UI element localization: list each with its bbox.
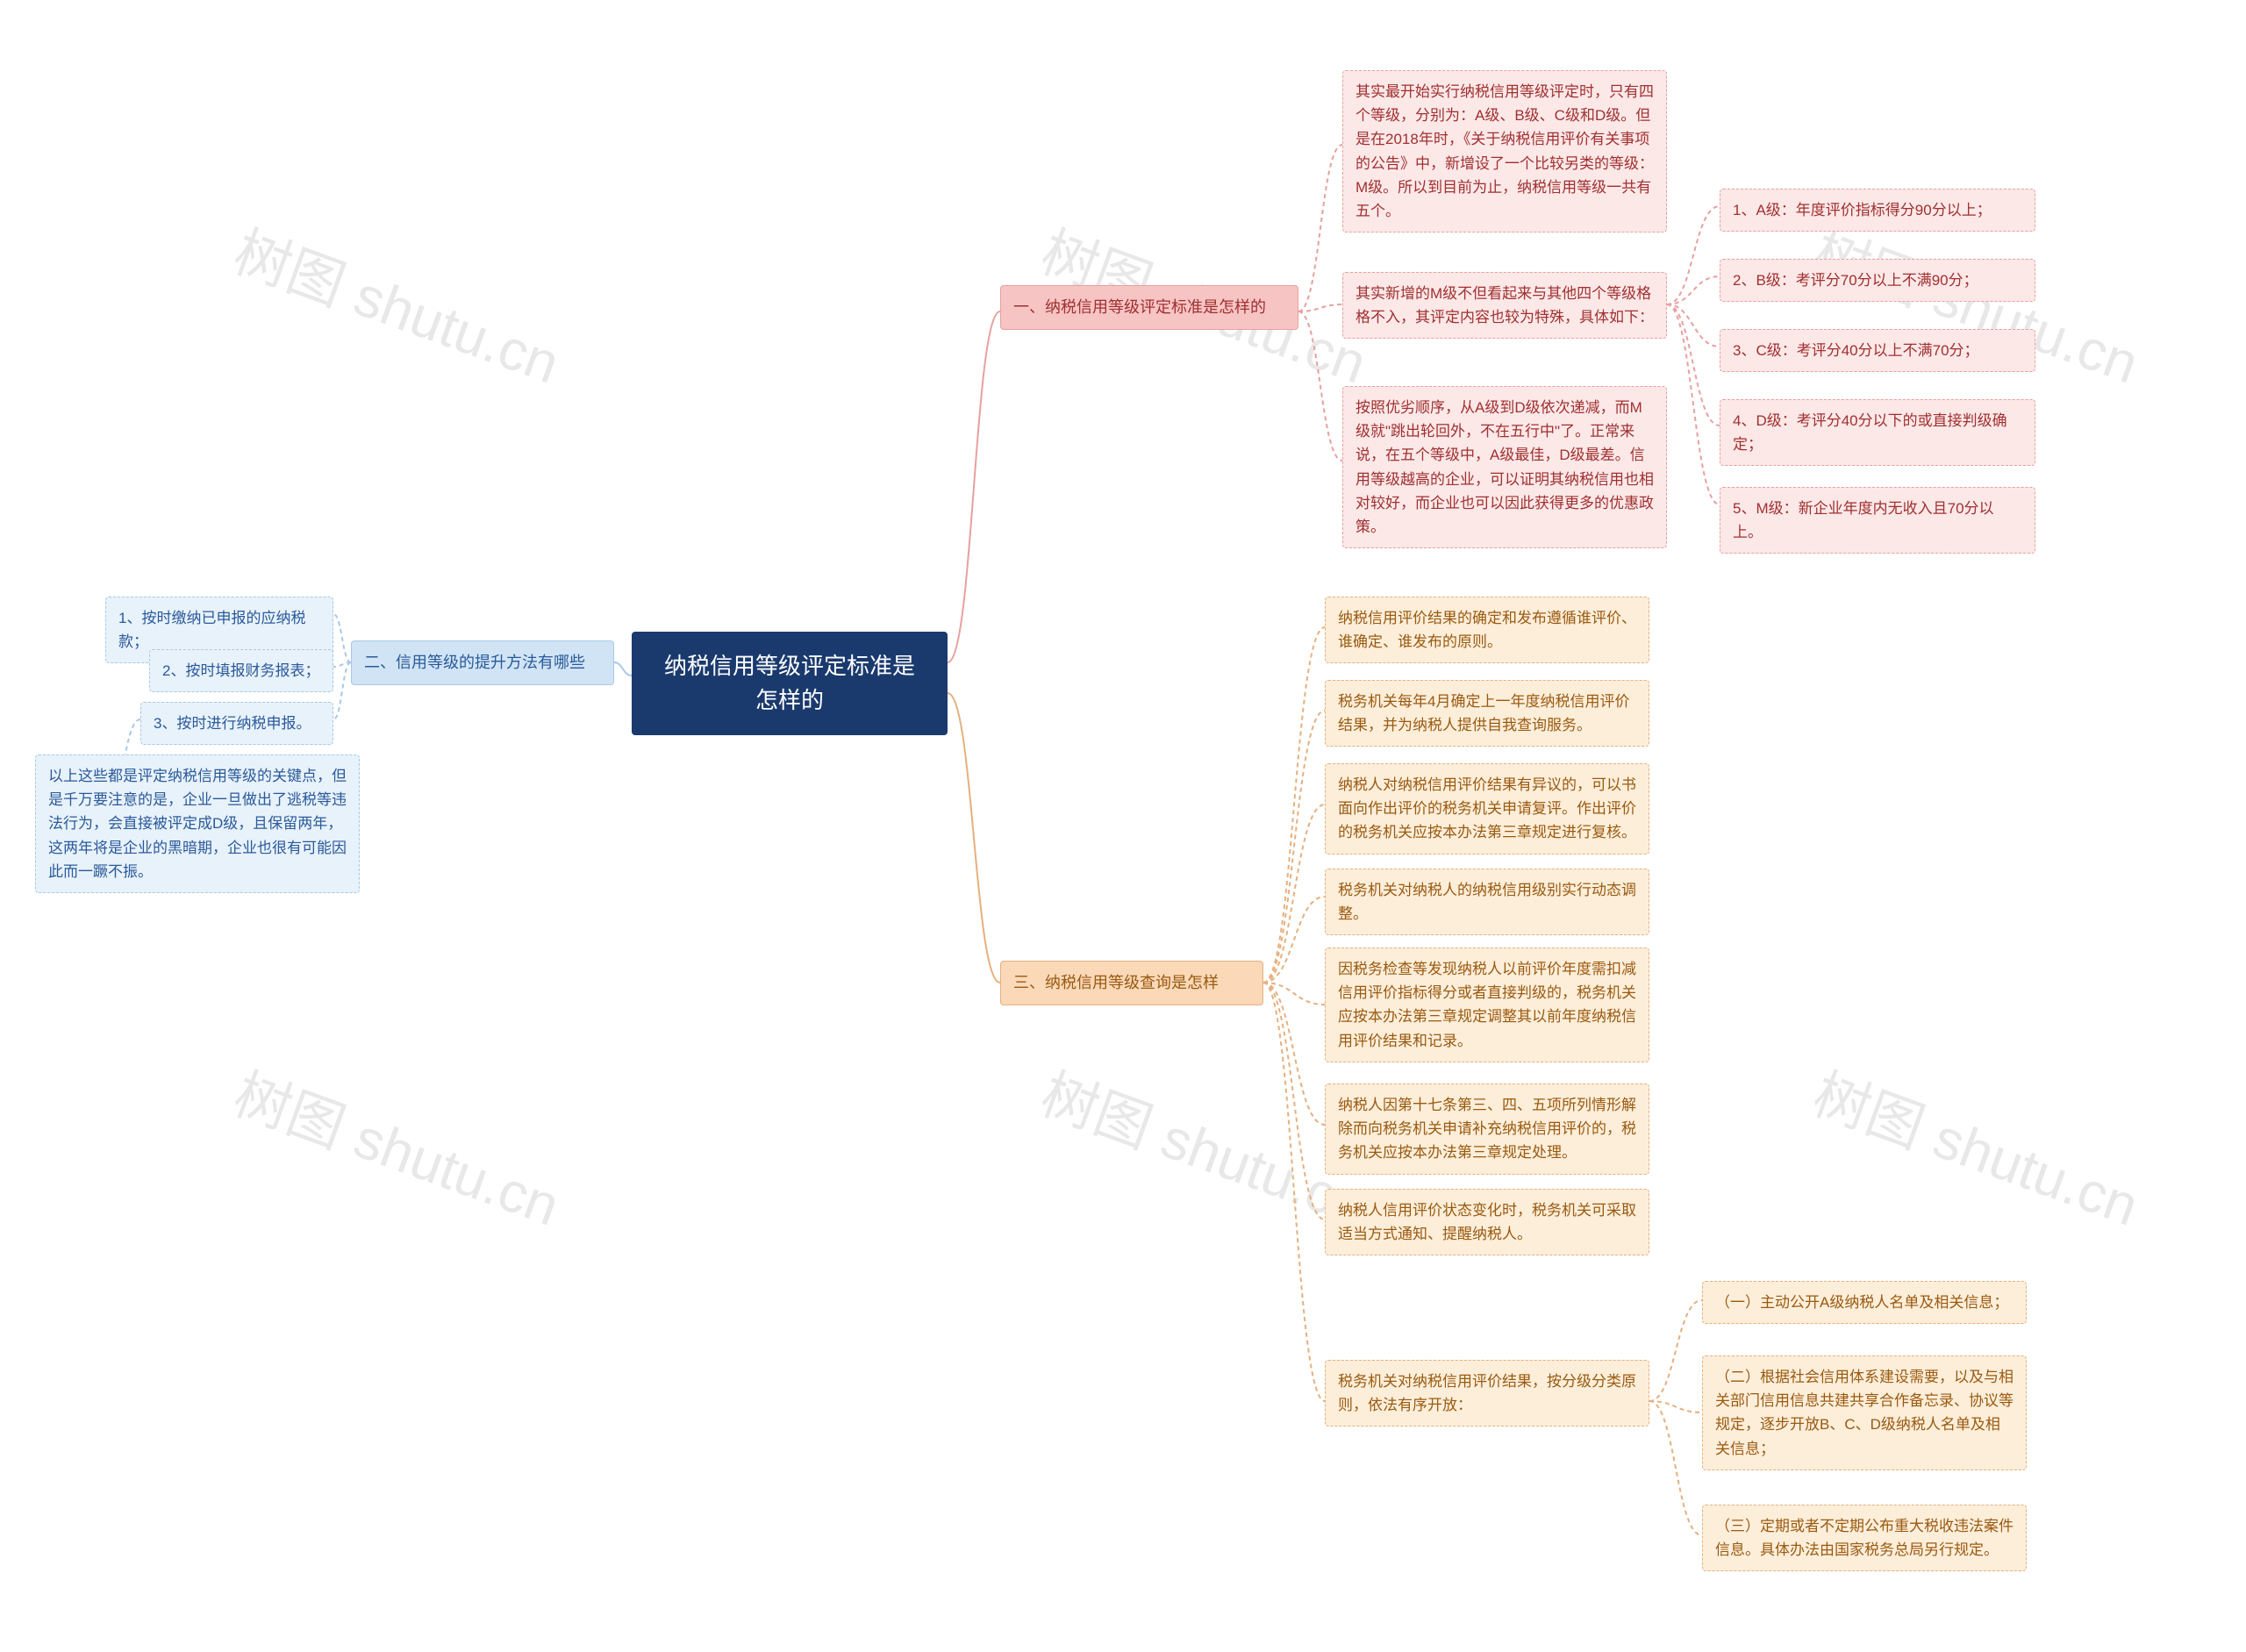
branch3-n3[interactable]: 纳税人对纳税信用评价结果有异议的，可以书面向作出评价的税务机关申请复评。作出评价… bbox=[1325, 763, 1649, 855]
branch3-n1[interactable]: 纳税信用评价结果的确定和发布遵循谁评价、谁确定、谁发布的原则。 bbox=[1325, 597, 1649, 663]
branch3-n2[interactable]: 税务机关每年4月确定上一年度纳税信用评价结果，并为纳税人提供自我查询服务。 bbox=[1325, 680, 1649, 747]
branch3-n6[interactable]: 纳税人因第十七条第三、四、五项所列情形解除而向税务机关申请补充纳税信用评价的，税… bbox=[1325, 1083, 1649, 1175]
root-node[interactable]: 纳税信用等级评定标准是怎样的 bbox=[632, 632, 948, 735]
branch1-n2-d[interactable]: 4、D级：考评分40分以下的或直接判级确定； bbox=[1720, 399, 2035, 466]
branch3-n8-b[interactable]: （二）根据社会信用体系建设需要，以及与相关部门信用信息共建共享合作备忘录、协议等… bbox=[1702, 1355, 2027, 1470]
watermark: 树图 shutu.cn bbox=[225, 1049, 572, 1241]
branch1-n3[interactable]: 按照优劣顺序，从A级到D级依次递减，而M级就"跳出轮回外，不在五行中"了。正常来… bbox=[1342, 386, 1667, 548]
branch3-n8-c[interactable]: （三）定期或者不定期公布重大税收违法案件信息。具体办法由国家税务总局另行规定。 bbox=[1702, 1505, 2027, 1571]
branch1-n2-b[interactable]: 2、B级：考评分70分以上不满90分； bbox=[1720, 259, 2035, 302]
branch3-title[interactable]: 三、纳税信用等级查询是怎样 bbox=[1000, 961, 1263, 1005]
branch3-n7[interactable]: 纳税人信用评价状态变化时，税务机关可采取适当方式通知、提醒纳税人。 bbox=[1325, 1189, 1649, 1255]
branch3-n5[interactable]: 因税务检查等发现纳税人以前评价年度需扣减信用评价指标得分或者直接判级的，税务机关… bbox=[1325, 948, 1649, 1062]
watermark: 树图 shutu.cn bbox=[1804, 1049, 2151, 1241]
branch1-n2-c[interactable]: 3、C级：考评分40分以上不满70分； bbox=[1720, 329, 2035, 372]
branch1-n2-m[interactable]: 5、M级：新企业年度内无收入且70分以上。 bbox=[1720, 487, 2035, 554]
branch2-n3[interactable]: 3、按时进行纳税申报。 bbox=[140, 702, 333, 745]
branch3-n8-a[interactable]: （一）主动公开A级纳税人名单及相关信息； bbox=[1702, 1281, 2027, 1324]
watermark: 树图 shutu.cn bbox=[225, 207, 572, 399]
branch1-title[interactable]: 一、纳税信用等级评定标准是怎样的 bbox=[1000, 285, 1298, 330]
branch1-n2-a[interactable]: 1、A级：年度评价指标得分90分以上； bbox=[1720, 189, 2035, 232]
branch2-n2[interactable]: 2、按时填报财务报表； bbox=[149, 649, 333, 692]
branch2-note[interactable]: 以上这些都是评定纳税信用等级的关键点，但是千万要注意的是，企业一旦做出了逃税等违… bbox=[35, 754, 360, 893]
branch2-title[interactable]: 二、信用等级的提升方法有哪些 bbox=[351, 640, 614, 685]
branch3-n4[interactable]: 税务机关对纳税人的纳税信用级别实行动态调整。 bbox=[1325, 869, 1649, 935]
branch1-n1[interactable]: 其实最开始实行纳税信用等级评定时，只有四个等级，分别为：A级、B级、C级和D级。… bbox=[1342, 70, 1667, 232]
branch3-n8[interactable]: 税务机关对纳税信用评价结果，按分级分类原则，依法有序开放： bbox=[1325, 1360, 1649, 1427]
branch1-n2[interactable]: 其实新增的M级不但看起来与其他四个等级格格不入，其评定内容也较为特殊，具体如下： bbox=[1342, 272, 1667, 339]
